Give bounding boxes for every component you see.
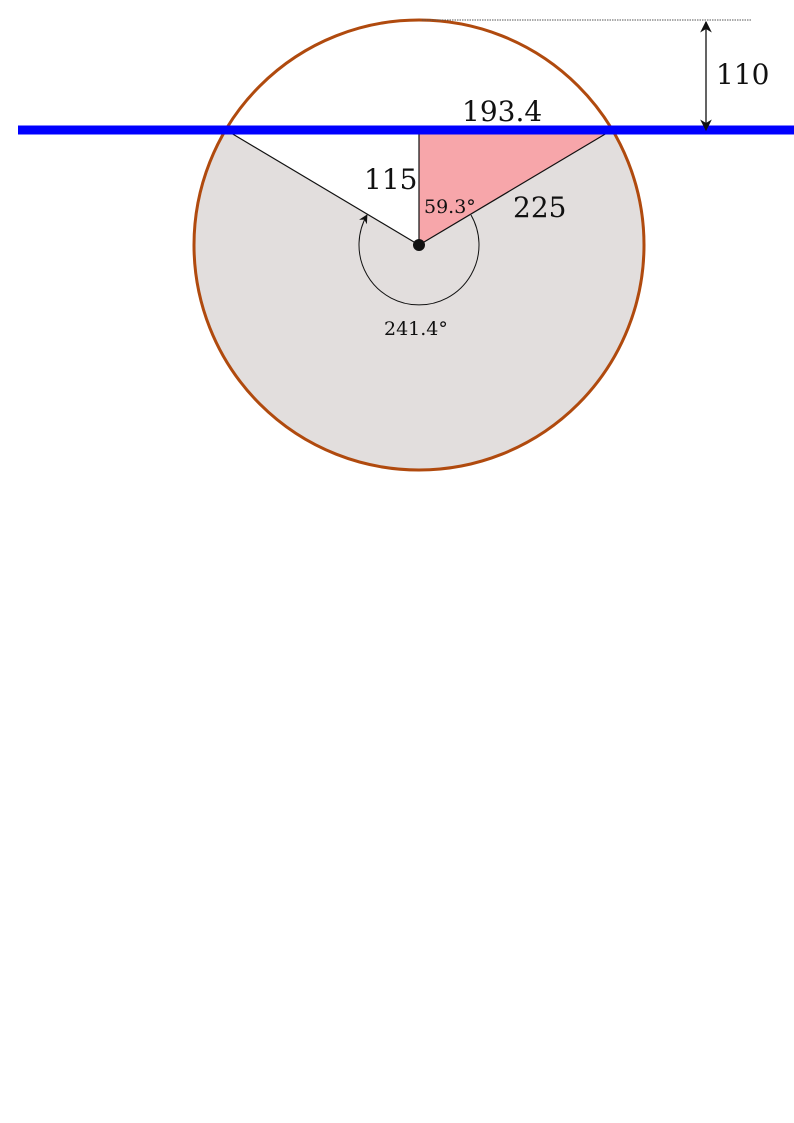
major-angle-arc: [358, 214, 480, 306]
right-radius-line: [418, 129, 613, 246]
major-sector: [194, 130, 644, 471]
apothem-label: 115: [364, 163, 417, 196]
radius-label: 225: [513, 191, 566, 224]
depth-label: 110: [716, 58, 769, 91]
circle-outline: [192, 18, 646, 472]
center-dot: [413, 239, 425, 251]
major-angle-label: 241.4°: [384, 318, 448, 340]
half-angle-label: 59.3°: [424, 196, 476, 218]
left-radius-line: [225, 129, 420, 246]
chord-label: 193.4: [462, 95, 542, 128]
